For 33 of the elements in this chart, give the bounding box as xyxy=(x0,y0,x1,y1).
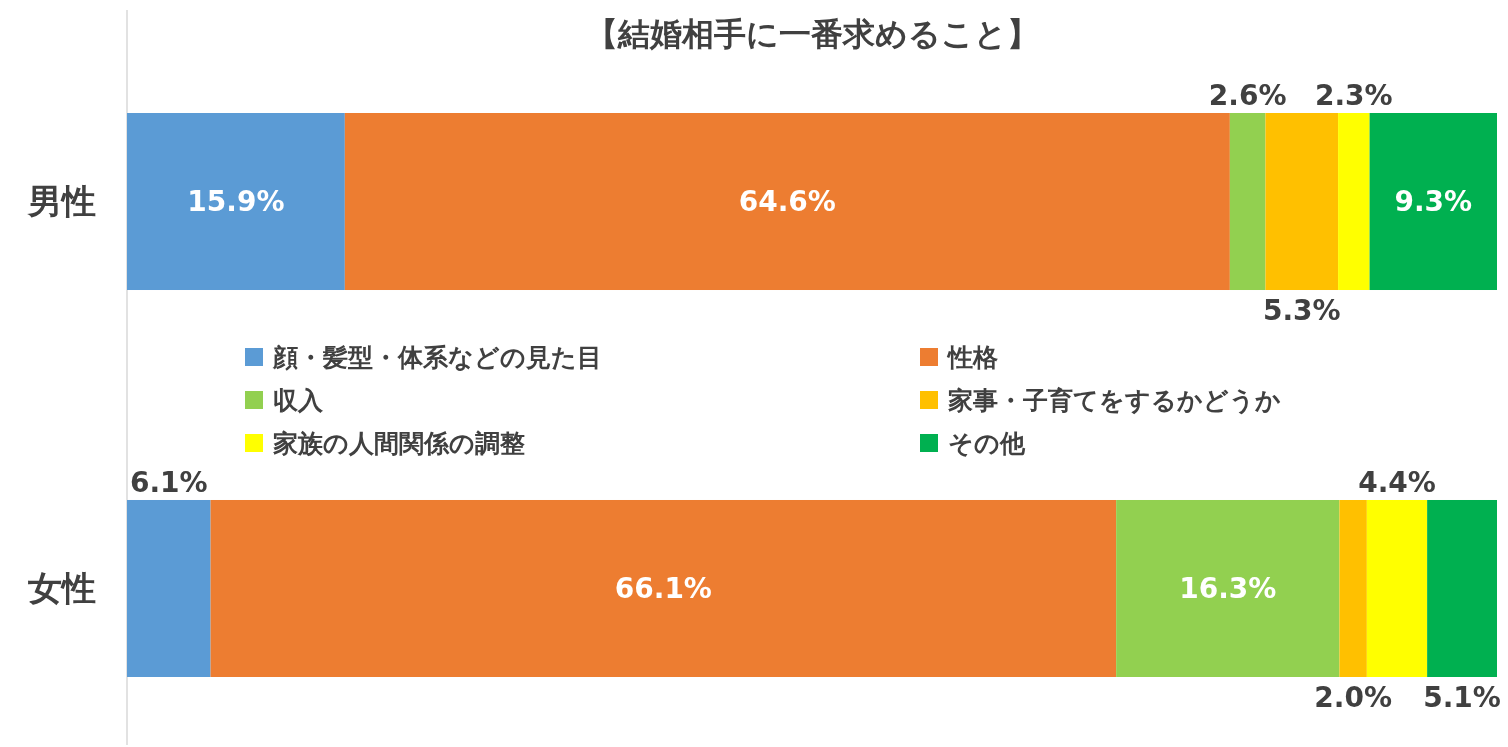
legend-label: 家事・子育てをするかどうか xyxy=(947,385,1281,415)
data-label: 9.3% xyxy=(1394,185,1473,219)
y-tick-label: 女性 xyxy=(27,568,96,609)
data-label: 15.9% xyxy=(187,185,285,219)
legend-label: 性格 xyxy=(946,342,998,372)
data-label: 6.1% xyxy=(129,465,208,499)
data-label: 5.1% xyxy=(1423,681,1501,714)
data-label: 5.3% xyxy=(1262,294,1341,328)
bar xyxy=(1369,113,1497,291)
bar xyxy=(1427,499,1497,677)
bar xyxy=(1265,113,1339,291)
bar xyxy=(210,499,1117,677)
data-label: 66.1% xyxy=(614,572,712,606)
data-label: 16.3% xyxy=(1179,572,1277,606)
bar xyxy=(1229,113,1266,291)
bar xyxy=(127,499,211,677)
bar xyxy=(1116,499,1340,677)
chart-title: 【結婚相手に一番求めること】 xyxy=(585,15,1039,53)
bar xyxy=(1338,113,1370,291)
data-label: 2.0% xyxy=(1314,681,1392,714)
legend-label: 顔・髪型・体系などの見た目 xyxy=(272,342,602,372)
bar xyxy=(344,113,1230,291)
bar xyxy=(1366,499,1428,677)
data-label: 2.6% xyxy=(1208,79,1287,112)
data-label: 2.3% xyxy=(1315,79,1393,112)
legend-label: その他 xyxy=(948,428,1026,458)
bar xyxy=(127,113,345,291)
y-tick-label: 男性 xyxy=(27,181,96,222)
data-label: 4.4% xyxy=(1358,465,1436,499)
legend-label: 収入 xyxy=(273,385,324,415)
bar xyxy=(1339,499,1367,677)
data-label: 64.6% xyxy=(738,185,836,219)
legend-label: 家族の人間関係の調整 xyxy=(272,428,525,458)
